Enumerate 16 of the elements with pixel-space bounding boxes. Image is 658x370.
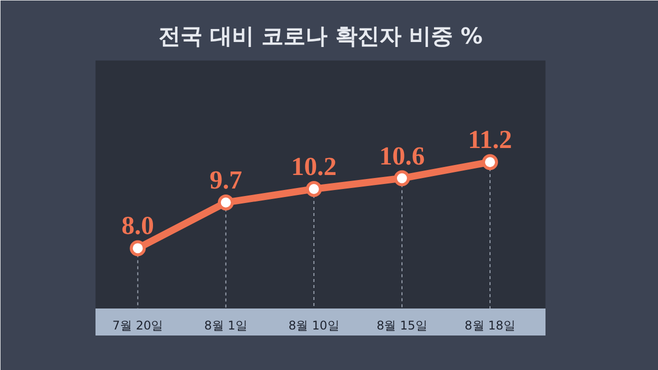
x-tick-label: 7월 20일 [112, 318, 164, 332]
point [394, 170, 410, 186]
data-label: 10.2 [291, 152, 337, 182]
point [218, 194, 234, 210]
x-tick-label: 8월 15일 [376, 318, 428, 332]
point [482, 154, 498, 170]
point [306, 181, 322, 198]
x-tick-label: 8월 10일 [288, 318, 340, 332]
point [130, 240, 146, 256]
x-tick-label: 8월 18일 [464, 318, 516, 332]
chart-title: 전국 대비 코로나 확진자 비중 % [158, 24, 483, 50]
x-tick-label: 8월 1일 [204, 318, 248, 332]
data-label: 10.6 [379, 141, 425, 170]
data-label: 11.2 [468, 125, 512, 154]
data-label: 8.0 [122, 211, 154, 240]
data-label: 9.7 [210, 165, 242, 194]
